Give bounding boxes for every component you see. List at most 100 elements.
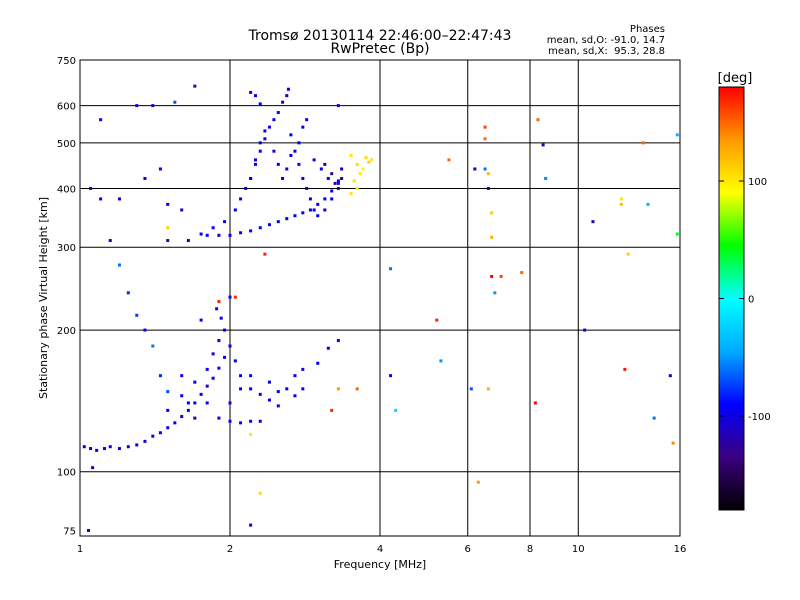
data-point xyxy=(323,197,327,201)
y-tick-label: 100 xyxy=(57,468,76,479)
data-point xyxy=(330,172,334,176)
y-tick-label: 300 xyxy=(57,243,76,254)
data-point xyxy=(117,197,121,201)
data-point xyxy=(319,167,323,171)
data-point xyxy=(151,344,155,348)
data-point xyxy=(267,223,271,227)
data-point xyxy=(293,214,297,218)
data-point xyxy=(626,252,630,256)
data-point xyxy=(533,401,537,405)
data-point xyxy=(193,416,197,420)
data-point xyxy=(439,359,443,363)
data-point xyxy=(211,352,215,356)
data-point xyxy=(267,125,271,129)
data-point xyxy=(330,189,334,193)
x-tick-label: 8 xyxy=(527,544,533,555)
data-point xyxy=(108,239,112,243)
data-point xyxy=(143,328,147,332)
data-point xyxy=(228,401,232,405)
data-point xyxy=(117,263,121,267)
data-point xyxy=(336,179,340,183)
data-point xyxy=(263,129,267,133)
data-point xyxy=(223,355,227,359)
data-point xyxy=(276,162,280,166)
data-point xyxy=(205,367,209,371)
data-point xyxy=(490,235,494,239)
data-point xyxy=(219,316,223,320)
data-point xyxy=(166,408,170,412)
data-point xyxy=(544,176,548,180)
data-point xyxy=(126,291,130,295)
data-point xyxy=(301,176,305,180)
data-point xyxy=(258,392,262,396)
data-point xyxy=(276,111,280,115)
data-point xyxy=(249,419,253,423)
data-point xyxy=(326,176,330,180)
data-point xyxy=(301,387,305,391)
data-point xyxy=(158,431,162,435)
data-point xyxy=(103,447,107,451)
data-point xyxy=(272,149,276,153)
data-point xyxy=(289,133,293,137)
data-point xyxy=(233,359,237,363)
data-point xyxy=(473,167,477,171)
data-point xyxy=(205,384,209,388)
data-point xyxy=(286,87,290,91)
data-point xyxy=(358,172,362,176)
y-tick-label: 200 xyxy=(57,326,76,337)
data-point xyxy=(205,401,209,405)
data-point xyxy=(297,162,301,166)
data-point xyxy=(258,491,262,495)
data-point xyxy=(253,94,257,98)
chart-subtitle: RwPretec (Bp) xyxy=(330,41,429,57)
data-point xyxy=(476,480,480,484)
data-point xyxy=(205,233,209,237)
data-point xyxy=(253,158,257,162)
data-point xyxy=(263,252,267,256)
data-point xyxy=(355,186,359,190)
data-point xyxy=(305,118,309,122)
plot-frame xyxy=(79,59,681,537)
y-tick-labels: 75 100 200 300 400 500 600 750 xyxy=(57,56,76,537)
data-point xyxy=(652,416,656,420)
data-point xyxy=(675,232,679,236)
data-point xyxy=(370,158,374,162)
data-point xyxy=(91,466,95,470)
data-point xyxy=(151,104,155,108)
data-point xyxy=(641,141,645,145)
data-point xyxy=(675,133,679,137)
y-tick-label: 500 xyxy=(57,139,76,150)
y-tick-label: 400 xyxy=(57,184,76,195)
data-point xyxy=(352,179,356,183)
data-point xyxy=(217,300,221,304)
data-point xyxy=(336,387,340,391)
data-point xyxy=(499,274,503,278)
data-point xyxy=(193,84,197,88)
data-point xyxy=(228,233,232,237)
stats-heading: Phases xyxy=(630,24,665,35)
data-point xyxy=(340,176,344,180)
data-point xyxy=(349,153,353,157)
data-point xyxy=(330,197,334,201)
y-axis-label: Stationary phase Virtual Height [km] xyxy=(37,197,50,399)
data-point xyxy=(336,104,340,108)
data-point xyxy=(89,447,93,451)
data-point xyxy=(276,404,280,408)
data-point xyxy=(671,441,675,445)
data-point xyxy=(361,167,365,171)
data-point xyxy=(312,208,316,212)
data-point xyxy=(258,419,262,423)
data-point xyxy=(186,408,190,412)
colorbar-tick-label: -100 xyxy=(748,412,771,423)
data-point xyxy=(493,291,497,295)
x-axis-label: Frequency [MHz] xyxy=(334,558,426,571)
data-point xyxy=(483,137,487,141)
data-point xyxy=(249,374,253,378)
data-point xyxy=(293,374,297,378)
x-tick-label: 2 xyxy=(227,544,233,555)
data-point xyxy=(258,226,262,230)
data-point xyxy=(211,376,215,380)
data-point xyxy=(591,220,595,224)
data-point xyxy=(239,197,243,201)
data-point xyxy=(158,167,162,171)
